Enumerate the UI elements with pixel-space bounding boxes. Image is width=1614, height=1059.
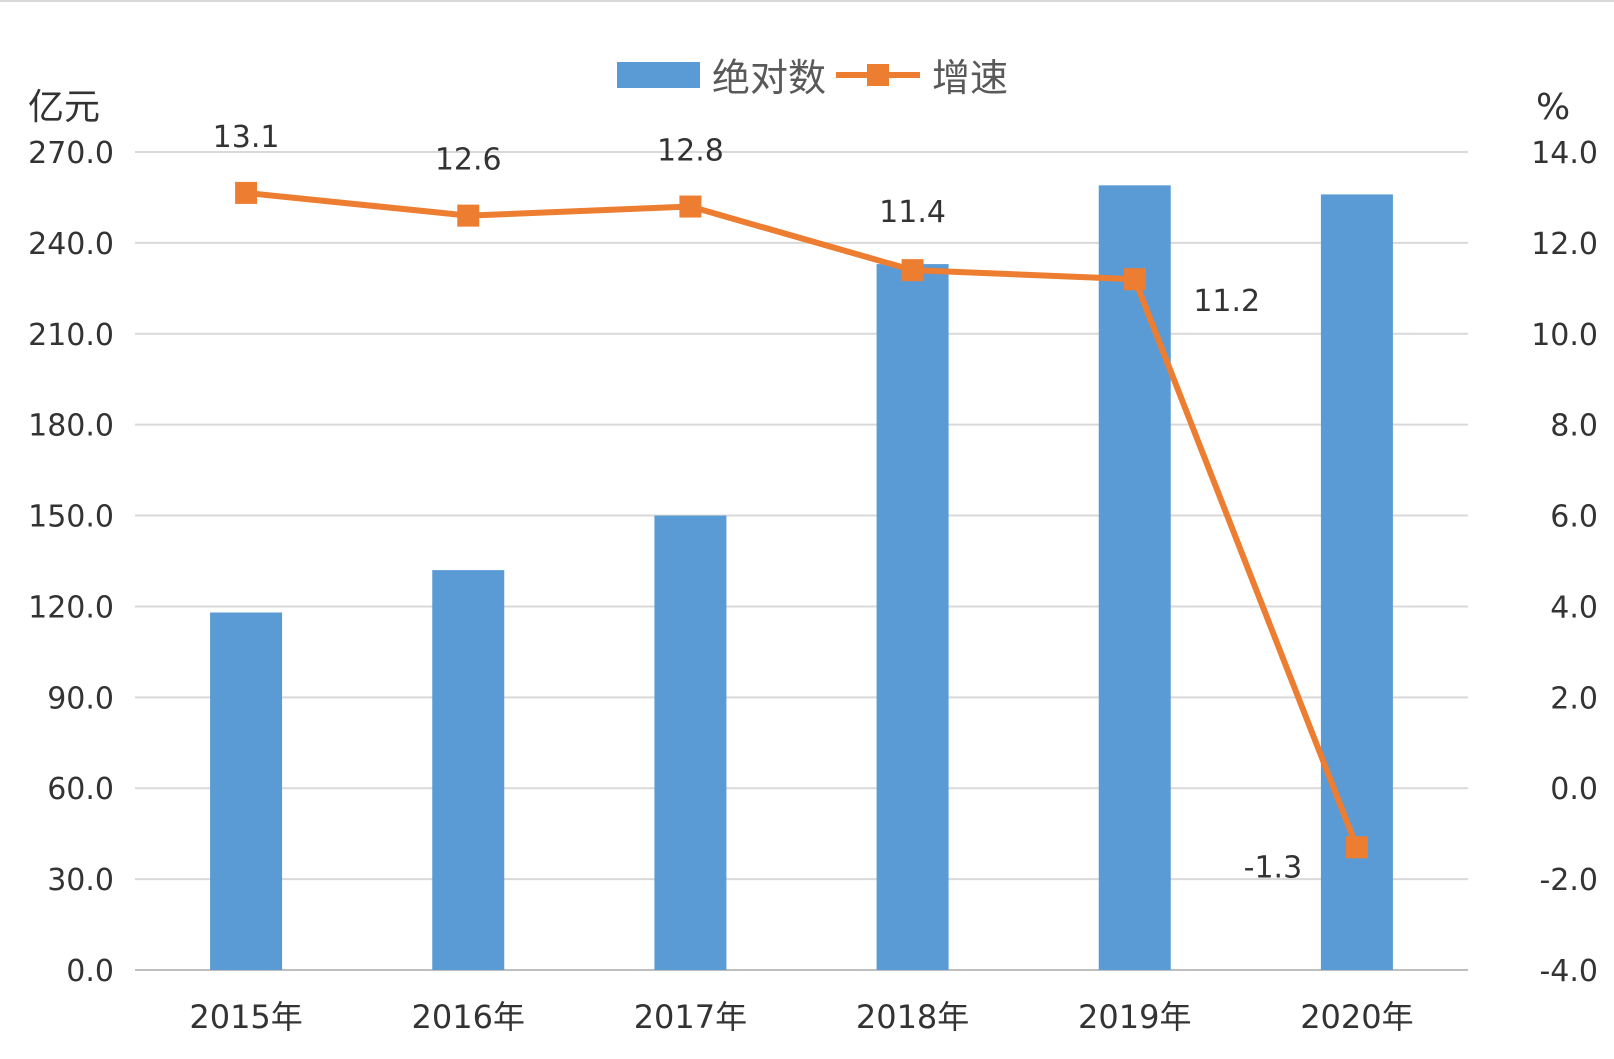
bar — [432, 570, 505, 970]
left-axis-tick-label: 270.0 — [28, 136, 114, 171]
growth-marker — [1123, 268, 1146, 291]
growth-marker — [457, 204, 480, 227]
right-axis-tick-label: -4.0 — [1539, 954, 1598, 989]
left-axis-unit: 亿元 — [28, 87, 100, 128]
right-axis-tick-label: 6.0 — [1550, 500, 1598, 535]
growth-marker — [901, 259, 924, 282]
bar-series — [210, 185, 1393, 971]
right-axis-tick-label: 10.0 — [1531, 318, 1598, 353]
right-axis-tick-label: 12.0 — [1531, 227, 1598, 262]
axes: 0.0 30.0 60.0 90.0 120.0 150.0 180.0 210.0 240.0… — [28, 87, 1598, 1036]
left-axis-tick-label: 0.0 — [66, 954, 114, 989]
left-axis-tick-label: 30.0 — [47, 863, 114, 898]
data-label: 12.6 — [435, 143, 502, 178]
left-axis-tick-label: 90.0 — [47, 681, 114, 716]
category-label: 2016年 — [412, 998, 525, 1036]
right-axis-tick-label: 14.0 — [1531, 136, 1598, 171]
right-axis-tick-label: -2.0 — [1539, 863, 1598, 898]
data-labels: 13.1 12.6 12.8 11.4 11.2 -1.3 — [213, 120, 1303, 885]
category-label: 2019年 — [1078, 998, 1191, 1036]
right-axis-tick-label: 8.0 — [1550, 409, 1598, 444]
growth-marker — [1345, 836, 1368, 859]
bar — [210, 612, 283, 970]
left-axis-tick-label: 240.0 — [28, 227, 114, 262]
left-axis-tick-label: 210.0 — [28, 318, 114, 353]
bar — [876, 264, 949, 970]
right-axis-unit: % — [1536, 87, 1570, 128]
legend: 绝对数 增速 — [617, 56, 1008, 100]
left-axis-tick-label: 120.0 — [28, 590, 114, 625]
right-axis-tick-label: 2.0 — [1550, 681, 1598, 716]
left-axis-tick-label: 60.0 — [47, 772, 114, 807]
line-series — [235, 181, 1368, 859]
category-label: 2015年 — [189, 998, 302, 1036]
legend-label-absolute: 绝对数 — [712, 56, 826, 100]
data-label: 13.1 — [213, 120, 280, 155]
category-label: 2018年 — [856, 998, 969, 1036]
bar — [654, 515, 727, 970]
growth-marker — [679, 195, 702, 218]
data-label: 11.4 — [879, 195, 946, 230]
data-label: 12.8 — [657, 134, 724, 169]
data-label: 11.2 — [1193, 284, 1260, 319]
right-axis-tick-label: 4.0 — [1550, 590, 1598, 625]
category-label: 2020年 — [1300, 998, 1413, 1036]
right-axis-tick-label: 0.0 — [1550, 772, 1598, 807]
legend-line-marker — [867, 64, 889, 86]
category-label: 2017年 — [634, 998, 747, 1036]
left-axis-tick-label: 180.0 — [28, 409, 114, 444]
growth-line — [245, 189, 1360, 849]
left-axis-tick-label: 150.0 — [28, 500, 114, 535]
bar — [1098, 185, 1171, 970]
growth-marker — [235, 181, 258, 204]
legend-bar-swatch — [617, 62, 700, 88]
gridlines — [135, 151, 1468, 971]
legend-label-growth: 增速 — [932, 56, 1008, 100]
data-label: -1.3 — [1244, 850, 1303, 885]
